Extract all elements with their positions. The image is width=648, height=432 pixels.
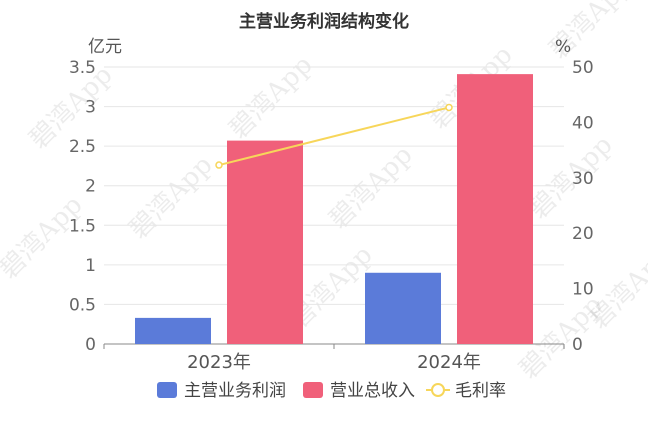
legend-swatch	[431, 383, 445, 397]
y-right-tick-label: 50	[572, 58, 594, 78]
legend-label: 毛利率	[455, 381, 506, 401]
y-left-tick-label: 1	[85, 256, 96, 276]
y-left-tick-label: 2	[85, 177, 96, 197]
watermark-text: 碧湾App	[224, 50, 319, 145]
legend-label: 营业总收入	[330, 381, 415, 401]
y-left-tick-label: 0.5	[69, 295, 96, 315]
legend-swatch	[303, 382, 323, 398]
bar	[365, 272, 441, 344]
y-right-tick-label: 30	[572, 169, 594, 189]
y-right-tick-label: 20	[572, 224, 594, 244]
line-point	[445, 103, 453, 112]
watermark-text: 碧湾App	[0, 190, 89, 285]
y-right-tick-label: 40	[572, 113, 594, 133]
chart-title: 主营业务利润结构变化	[239, 11, 409, 32]
watermark-text: 碧湾App	[124, 150, 219, 245]
bar	[457, 74, 533, 344]
x-tick-label: 2023年	[187, 352, 251, 373]
y-right-unit: %	[555, 37, 571, 57]
line-series	[218, 106, 450, 167]
y-left-tick-label: 0	[85, 335, 96, 355]
y-left-tick-label: 3	[85, 98, 96, 118]
y-left-tick-label: 3.5	[69, 58, 96, 78]
line-point	[215, 161, 223, 169]
watermark-text: 碧湾App	[324, 140, 419, 235]
y-left-tick-label: 2.5	[69, 137, 96, 157]
bar	[227, 140, 303, 344]
y-left-unit: 亿元	[88, 37, 122, 57]
y-right-tick-label: 10	[572, 280, 594, 300]
legend-label: 主营业务利润	[184, 381, 286, 401]
y-left-tick-label: 1.5	[69, 216, 96, 236]
bar	[135, 317, 211, 344]
legend-swatch	[157, 382, 177, 398]
x-tick-label: 2024年	[417, 352, 481, 373]
y-right-tick-label: 0	[572, 335, 583, 355]
